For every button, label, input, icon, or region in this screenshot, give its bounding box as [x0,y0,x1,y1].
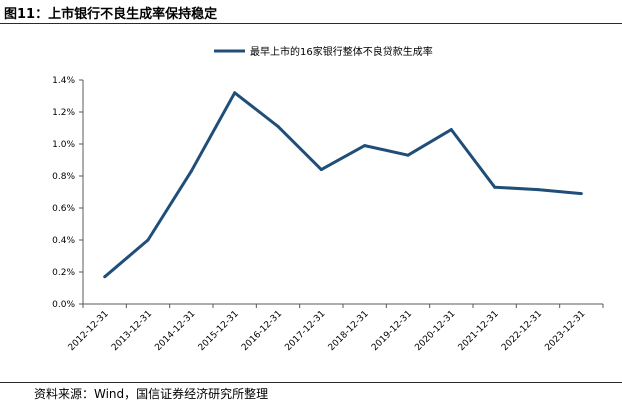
data-point [276,124,280,128]
x-tick-label: 2021-12-31 [457,309,501,353]
axes [79,79,604,308]
x-tick-label: 2016-12-31 [240,309,284,353]
y-tick-label: 0.8% [52,172,75,182]
y-tick-label: 0.2% [52,268,75,278]
y-tick-label: 1.2% [52,108,75,118]
data-point [233,91,237,95]
series-line [103,91,582,278]
x-tick-label: 2020-12-31 [413,309,457,353]
data-point [406,153,410,157]
data-point [363,144,367,148]
legend-label: 最早上市的16家银行整体不良贷款生成率 [250,45,433,58]
data-point [449,128,453,132]
title-rule [0,23,622,24]
data-point [319,168,323,172]
data-point [189,169,193,173]
y-tick-label: 1.4% [52,76,75,86]
x-tick-label: 2012-12-31 [67,309,111,353]
x-tick-label: 2018-12-31 [327,309,371,353]
x-tick-label: 2015-12-31 [197,309,241,353]
x-tick-label: 2017-12-31 [283,309,327,353]
data-point [103,275,107,279]
x-tick-label: 2013-12-31 [110,309,154,353]
source-note: 资料来源：Wind，国信证券经济研究所整理 [34,387,269,401]
x-axis-tick-labels: 2012-12-31 2013-12-31 2014-12-31 2015-12-31… [67,309,588,353]
y-axis-tick-labels: 0.0% 0.2% 0.4% 0.6% 0.8% 1.0% 1.2% 1.4% [52,76,75,310]
y-tick-label: 1.0% [52,140,75,150]
x-tick-label: 2019-12-31 [370,309,414,353]
data-point [146,238,150,242]
y-tick-label: 0.6% [52,204,75,214]
y-tick-label: 0.4% [52,236,75,246]
data-point [493,185,497,189]
figure-title: 图11：上市银行不良生成率保持稳定 [4,7,218,22]
x-tick-label: 2014-12-31 [153,309,197,353]
x-tick-label: 2023-12-31 [543,309,587,353]
x-tick-label: 2022-12-31 [500,309,544,353]
data-point [536,188,540,192]
source-rule [0,382,622,383]
data-point [579,192,583,196]
legend: 最早上市的16家银行整体不良贷款生成率 [214,45,433,58]
y-tick-label: 0.0% [52,300,75,310]
